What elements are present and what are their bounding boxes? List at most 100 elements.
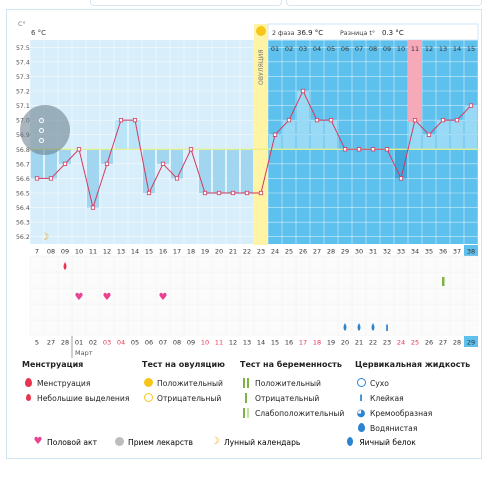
legend-label: Положительный bbox=[157, 379, 223, 388]
temperature-point bbox=[328, 118, 334, 123]
cycle-day-label: 24 bbox=[271, 248, 279, 256]
phase2-value: 36.9 °C bbox=[297, 29, 323, 37]
date-label: 22 bbox=[369, 339, 377, 347]
highlight-day-column bbox=[408, 40, 422, 123]
temp-bar bbox=[409, 120, 421, 150]
phase2-day-label: 11 bbox=[411, 45, 419, 53]
top-tab-right[interactable] bbox=[286, 0, 482, 6]
pregnancy-test-icon bbox=[442, 277, 445, 286]
cycle-day-label: 36 bbox=[439, 248, 447, 256]
date-label: 16 bbox=[285, 339, 293, 347]
top-strip bbox=[0, 0, 484, 7]
temperature-point bbox=[76, 147, 82, 152]
date-label: 13 bbox=[243, 339, 251, 347]
temp-bar bbox=[157, 149, 169, 164]
legend-label: Кремообразная bbox=[370, 409, 433, 418]
header-left-partial: 6 °C bbox=[31, 29, 46, 37]
small-drop-icon bbox=[25, 394, 31, 401]
date-label: 05 bbox=[131, 339, 139, 347]
temperature-point bbox=[300, 88, 306, 94]
temperature-point bbox=[62, 161, 68, 166]
y-tick-label: 57.4 bbox=[16, 59, 30, 66]
legend-menstruation: Менструация Менструация Небольшие выделе… bbox=[22, 360, 129, 406]
temperature-point bbox=[258, 190, 264, 196]
blood-drop-icon bbox=[24, 378, 32, 387]
date-label: 04 bbox=[117, 339, 125, 347]
date-label: 01 bbox=[75, 339, 83, 347]
phase2-day-label: 04 bbox=[313, 45, 321, 53]
cycle-day-label: 30 bbox=[355, 248, 363, 256]
y-tick-label: 57.1 bbox=[16, 103, 30, 110]
temperature-point bbox=[244, 190, 250, 196]
legend-label: Прием лекарств bbox=[128, 437, 193, 447]
top-tab-left[interactable] bbox=[90, 0, 282, 6]
temperature-point bbox=[146, 190, 152, 196]
temperature-point bbox=[342, 147, 348, 152]
moon-icon: ☽ bbox=[210, 436, 220, 447]
cycle-day-label: 17 bbox=[173, 248, 181, 256]
temp-bar bbox=[31, 149, 43, 179]
date-label: 20 bbox=[341, 339, 349, 347]
date-label: 28 bbox=[453, 339, 461, 347]
pr-positive-icon bbox=[243, 377, 249, 388]
y-tick-label: 56.5 bbox=[16, 191, 30, 198]
temp-bar bbox=[227, 149, 239, 193]
intercourse-heart-icon: ♥ bbox=[75, 292, 84, 303]
date-label: 5 bbox=[35, 339, 39, 347]
header-band-left bbox=[30, 24, 248, 40]
date-label: 12 bbox=[229, 339, 237, 347]
cycle-day-label: 22 bbox=[243, 248, 251, 256]
pill-icon bbox=[114, 436, 124, 446]
creamy-icon: ◕ bbox=[356, 408, 366, 419]
temperature-point bbox=[132, 118, 138, 123]
egg-white-icon bbox=[347, 436, 354, 446]
temp-bar bbox=[269, 134, 281, 150]
date-label: 23 bbox=[383, 339, 391, 347]
temperature-line bbox=[37, 89, 472, 210]
temperature-point bbox=[370, 147, 376, 152]
intercourse-heart-icon: ♥ bbox=[103, 292, 112, 303]
temp-bar bbox=[241, 149, 253, 193]
legend-title: Цервикальная жидкость bbox=[355, 360, 471, 369]
date-label: 25 bbox=[411, 339, 419, 347]
temp-bar bbox=[395, 149, 407, 179]
cycle-day-label: 14 bbox=[131, 248, 139, 256]
sticky-fluid-icon: I bbox=[385, 324, 388, 334]
cycle-day-row bbox=[10, 245, 478, 256]
date-label: 06 bbox=[145, 339, 153, 347]
legend-label: Половой акт bbox=[47, 437, 97, 447]
ovulation-label: ОВУЛЯЦИЯ bbox=[258, 49, 265, 85]
temperature-point bbox=[454, 118, 460, 123]
scroll-handle[interactable] bbox=[20, 105, 70, 155]
temp-bar bbox=[199, 149, 211, 193]
cycle-day-label: 26 bbox=[299, 248, 307, 256]
cycle-day-label: 31 bbox=[369, 248, 377, 256]
cycle-day-label: 34 bbox=[411, 248, 419, 256]
temperature-point bbox=[384, 147, 390, 152]
y-tick-label: 57.2 bbox=[16, 89, 30, 96]
temp-bar bbox=[325, 120, 337, 150]
date-label: 07 bbox=[159, 339, 167, 347]
phase2-day-label: 03 bbox=[299, 45, 307, 53]
date-label: 27 bbox=[47, 339, 55, 347]
y-tick-label: 56.2 bbox=[16, 234, 30, 241]
month-label: Март bbox=[75, 349, 93, 357]
ov-positive-icon bbox=[143, 378, 153, 387]
intercourse-heart-icon: ♥ bbox=[159, 292, 168, 303]
y-tick-label: 56.7 bbox=[16, 161, 30, 168]
cycle-day-label: 23 bbox=[257, 248, 265, 256]
ovulation-column bbox=[254, 24, 268, 246]
cycle-day-label: 32 bbox=[383, 248, 391, 256]
y-tick-label: 56.4 bbox=[16, 205, 30, 212]
y-tick-label: 56.8 bbox=[16, 147, 30, 154]
legend-cervical-fluid: Цервикальная жидкость Сухо I Клейкая ◕ Кре… bbox=[355, 360, 470, 436]
phase2-day-label: 09 bbox=[383, 45, 391, 53]
cycle-day-label: 28 bbox=[327, 248, 335, 256]
temperature-point bbox=[468, 103, 474, 108]
date-label: 28 bbox=[61, 339, 69, 347]
date-label: 18 bbox=[313, 339, 321, 347]
phase2-day-label: 15 bbox=[467, 45, 475, 53]
moon-icon: ☽ bbox=[40, 232, 49, 243]
temperature-point bbox=[202, 190, 208, 196]
